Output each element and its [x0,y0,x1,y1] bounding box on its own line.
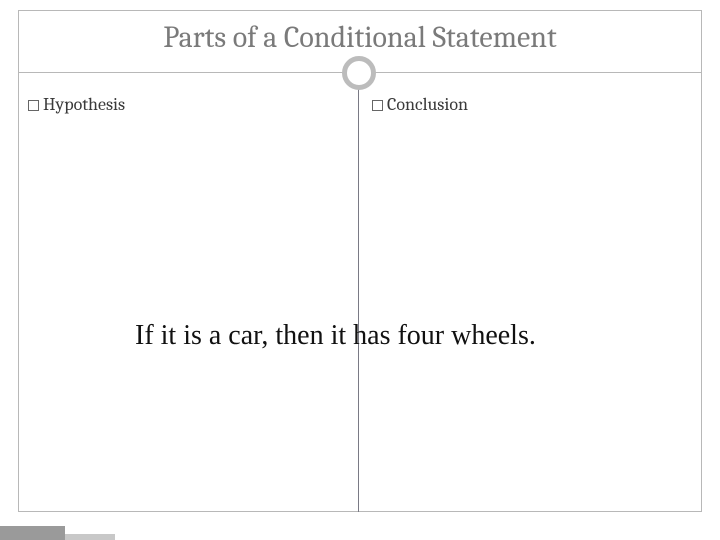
right-column-label: Conclusion [372,94,468,115]
bullet-square-icon [372,100,383,111]
hypothesis-label: Hypothesis [43,94,125,115]
left-column-label: Hypothesis [28,94,125,115]
vertical-divider [358,72,359,512]
footer-accent-bar [0,526,65,540]
slide-title: Parts of a Conditional Statement [0,20,720,55]
example-statement: If it is a car, then it has four wheels. [135,320,690,352]
footer-accent-bar-2 [65,534,115,540]
bullet-square-icon [28,100,39,111]
divider-circle-icon [342,56,376,90]
conclusion-label: Conclusion [387,94,468,115]
